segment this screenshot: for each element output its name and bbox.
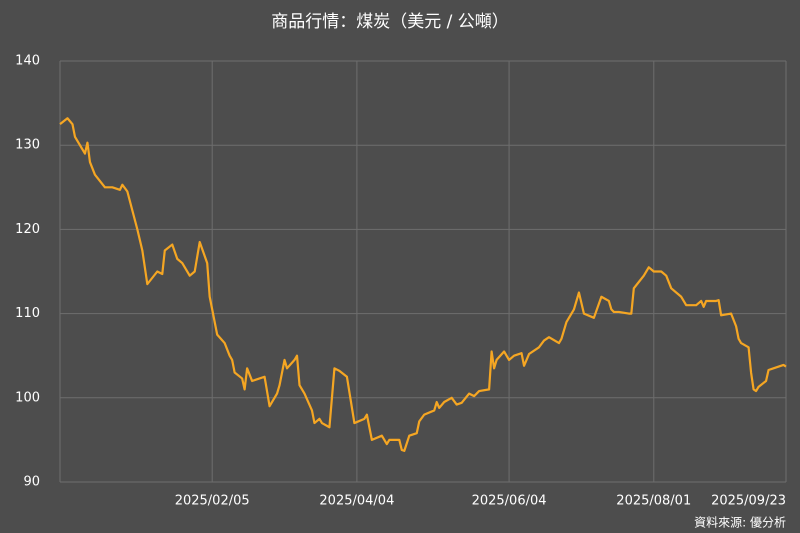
y-tick-label: 140 [15,54,40,69]
x-tick-label: 2025/06/04 [472,494,547,509]
data-line [59,117,787,452]
source: 資料來源: 優分析 [694,516,786,530]
x-tick-label: 2025/08/01 [616,494,691,509]
y-tick-label: 120 [15,222,40,237]
y-tick-label: 100 [15,390,40,405]
chart-title: 商品行情：煤炭（美元 / 公噸） [271,12,509,32]
x-tick-label: 2025/04/04 [319,494,394,509]
y-tick-label: 130 [15,138,40,153]
x-tick-label: 2025/09/23 [711,494,786,509]
y-tick-label: 90 [23,475,40,490]
x-tick-label: 2025/02/05 [175,494,250,509]
y-tick-label: 110 [15,306,40,321]
